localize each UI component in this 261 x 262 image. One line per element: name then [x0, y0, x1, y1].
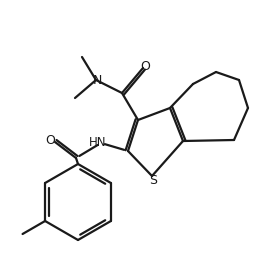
Text: S: S	[149, 174, 157, 188]
Text: N: N	[92, 74, 102, 86]
Text: HN: HN	[89, 137, 107, 150]
Text: O: O	[140, 61, 150, 74]
Text: O: O	[45, 134, 55, 148]
